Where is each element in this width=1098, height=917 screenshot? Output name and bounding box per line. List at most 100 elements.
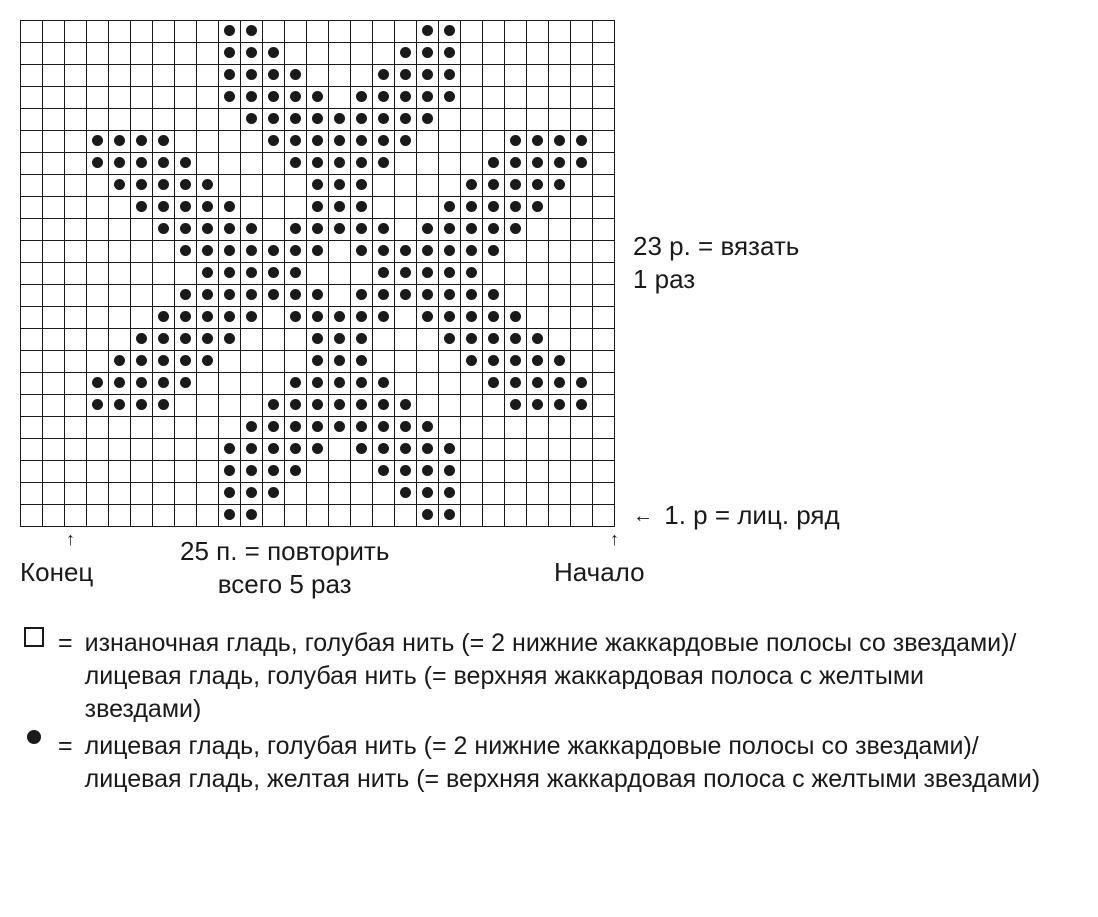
grid-cell bbox=[571, 131, 593, 153]
grid-cell bbox=[373, 439, 395, 461]
grid-cell bbox=[197, 351, 219, 373]
dot-icon bbox=[246, 421, 257, 432]
grid-cell bbox=[43, 241, 65, 263]
grid-cell bbox=[263, 109, 285, 131]
dot-icon bbox=[136, 157, 147, 168]
dot-icon bbox=[180, 377, 191, 388]
grid-cell bbox=[175, 65, 197, 87]
dot-icon bbox=[246, 69, 257, 80]
grid-cell bbox=[131, 351, 153, 373]
dot-icon bbox=[554, 355, 565, 366]
dot-icon bbox=[554, 179, 565, 190]
grid-cell bbox=[87, 43, 109, 65]
grid-cell bbox=[131, 241, 153, 263]
grid-cell bbox=[153, 461, 175, 483]
grid-cell bbox=[175, 87, 197, 109]
dot-icon bbox=[224, 333, 235, 344]
grid-cell bbox=[439, 417, 461, 439]
dot-icon bbox=[356, 179, 367, 190]
grid-cell bbox=[109, 285, 131, 307]
grid-cell bbox=[483, 285, 505, 307]
grid-cell bbox=[307, 109, 329, 131]
dot-icon bbox=[290, 267, 301, 278]
grid-cell bbox=[351, 43, 373, 65]
dot-icon bbox=[466, 245, 477, 256]
grid-cell bbox=[43, 395, 65, 417]
dot-icon bbox=[180, 289, 191, 300]
grid-cell bbox=[241, 483, 263, 505]
grid-cell bbox=[241, 131, 263, 153]
grid-cell bbox=[131, 175, 153, 197]
dot-icon bbox=[466, 311, 477, 322]
grid-cell bbox=[439, 131, 461, 153]
dot-icon bbox=[224, 91, 235, 102]
grid-cell bbox=[131, 65, 153, 87]
grid-cell bbox=[307, 351, 329, 373]
dot-icon bbox=[290, 399, 301, 410]
dot-icon bbox=[488, 201, 499, 212]
grid-cell bbox=[241, 263, 263, 285]
grid-cell bbox=[439, 263, 461, 285]
dot-icon bbox=[114, 135, 125, 146]
dot-icon bbox=[444, 465, 455, 476]
grid-cell bbox=[175, 153, 197, 175]
grid-cell bbox=[285, 395, 307, 417]
grid-cell bbox=[593, 483, 615, 505]
dot-icon bbox=[378, 245, 389, 256]
grid-cell bbox=[593, 329, 615, 351]
grid-cell bbox=[263, 21, 285, 43]
grid-cell bbox=[571, 483, 593, 505]
dot-icon bbox=[532, 179, 543, 190]
grid-cell bbox=[175, 241, 197, 263]
grid-cell bbox=[219, 439, 241, 461]
grid-cell bbox=[197, 109, 219, 131]
dot-icon bbox=[202, 267, 213, 278]
grid-cell bbox=[593, 351, 615, 373]
dot-icon bbox=[444, 69, 455, 80]
grid-cell bbox=[65, 373, 87, 395]
row-1-label: 1. р = лиц. ряд bbox=[633, 500, 840, 531]
dot-icon bbox=[246, 223, 257, 234]
grid-cell bbox=[65, 65, 87, 87]
dot-icon bbox=[180, 333, 191, 344]
grid-cell bbox=[87, 87, 109, 109]
grid-cell bbox=[439, 329, 461, 351]
grid-cell bbox=[87, 153, 109, 175]
grid-cell bbox=[175, 219, 197, 241]
grid-cell bbox=[505, 131, 527, 153]
grid-cell bbox=[131, 109, 153, 131]
dot-icon bbox=[224, 245, 235, 256]
grid-cell bbox=[153, 241, 175, 263]
dot-icon bbox=[290, 465, 301, 476]
grid-cell bbox=[175, 307, 197, 329]
end-arrow-icon: ↑ bbox=[66, 529, 75, 550]
grid-cell bbox=[329, 175, 351, 197]
grid-cell bbox=[65, 175, 87, 197]
grid-cell bbox=[65, 153, 87, 175]
grid-cell bbox=[505, 21, 527, 43]
grid-cell bbox=[417, 241, 439, 263]
grid-cell bbox=[263, 131, 285, 153]
dot-icon bbox=[488, 289, 499, 300]
grid-cell bbox=[87, 461, 109, 483]
grid-cell bbox=[307, 241, 329, 263]
dot-icon bbox=[356, 311, 367, 322]
dot-icon bbox=[290, 157, 301, 168]
dot-icon bbox=[224, 25, 235, 36]
dot-icon bbox=[312, 289, 323, 300]
grid-cell bbox=[307, 153, 329, 175]
dot-icon bbox=[180, 245, 191, 256]
grid-cell bbox=[461, 307, 483, 329]
grid-cell bbox=[43, 153, 65, 175]
dot-icon bbox=[378, 223, 389, 234]
grid-cell bbox=[109, 417, 131, 439]
grid-cell bbox=[417, 87, 439, 109]
grid-cell bbox=[153, 505, 175, 527]
grid-cell bbox=[329, 307, 351, 329]
grid-cell bbox=[131, 395, 153, 417]
grid-cell bbox=[307, 197, 329, 219]
dot-icon bbox=[510, 311, 521, 322]
dot-icon bbox=[422, 113, 433, 124]
grid-cell bbox=[43, 263, 65, 285]
dot-icon bbox=[334, 311, 345, 322]
